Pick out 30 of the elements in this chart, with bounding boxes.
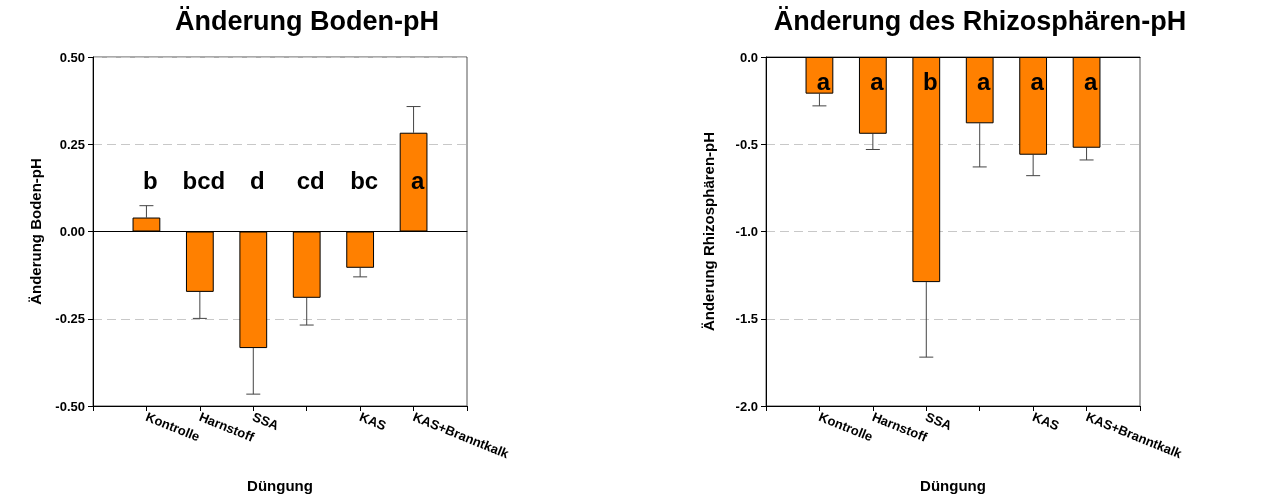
y-tick-label: -1.5 (735, 311, 758, 327)
annotation: bc (350, 166, 379, 194)
y-tick-label: 0.00 (59, 224, 85, 239)
y-tick-label: -2.0 (735, 398, 758, 414)
y-axis-title: Änderung Boden-pH (27, 158, 44, 305)
y-tick-label: 0.50 (59, 49, 85, 65)
y-tick-label: -0.25 (55, 311, 85, 327)
annotation: b (143, 166, 158, 194)
annotation: a (410, 166, 425, 194)
x-tick-label: KAS (357, 409, 389, 434)
x-axis-title: Düngung (247, 477, 313, 494)
chart-title: Änderung Boden-pH (175, 5, 439, 36)
annotation: b (922, 67, 938, 95)
y-tick-label: -0.5 (735, 136, 758, 152)
annotation: a (1083, 67, 1098, 95)
y-tick-label: 0.0 (739, 49, 758, 65)
annotation: d (249, 166, 265, 194)
y-tick-label: 0.25 (59, 136, 85, 152)
annotation: cd (296, 166, 325, 194)
x-axis-title: Düngung (920, 477, 986, 494)
annotation: a (816, 67, 831, 95)
annotation: a (870, 67, 885, 95)
annotation: bcd (182, 166, 226, 194)
x-tick-label: KAS (1030, 409, 1062, 434)
annotation: a (1030, 67, 1045, 95)
y-axis-title: Änderung Rhizosphären-pH (700, 131, 717, 332)
annotation: a (977, 67, 992, 95)
y-tick-label: -1.0 (735, 224, 758, 239)
chart-title: Änderung des Rhizosphären-pH (773, 5, 1187, 36)
y-tick-label: -0.50 (55, 398, 85, 414)
